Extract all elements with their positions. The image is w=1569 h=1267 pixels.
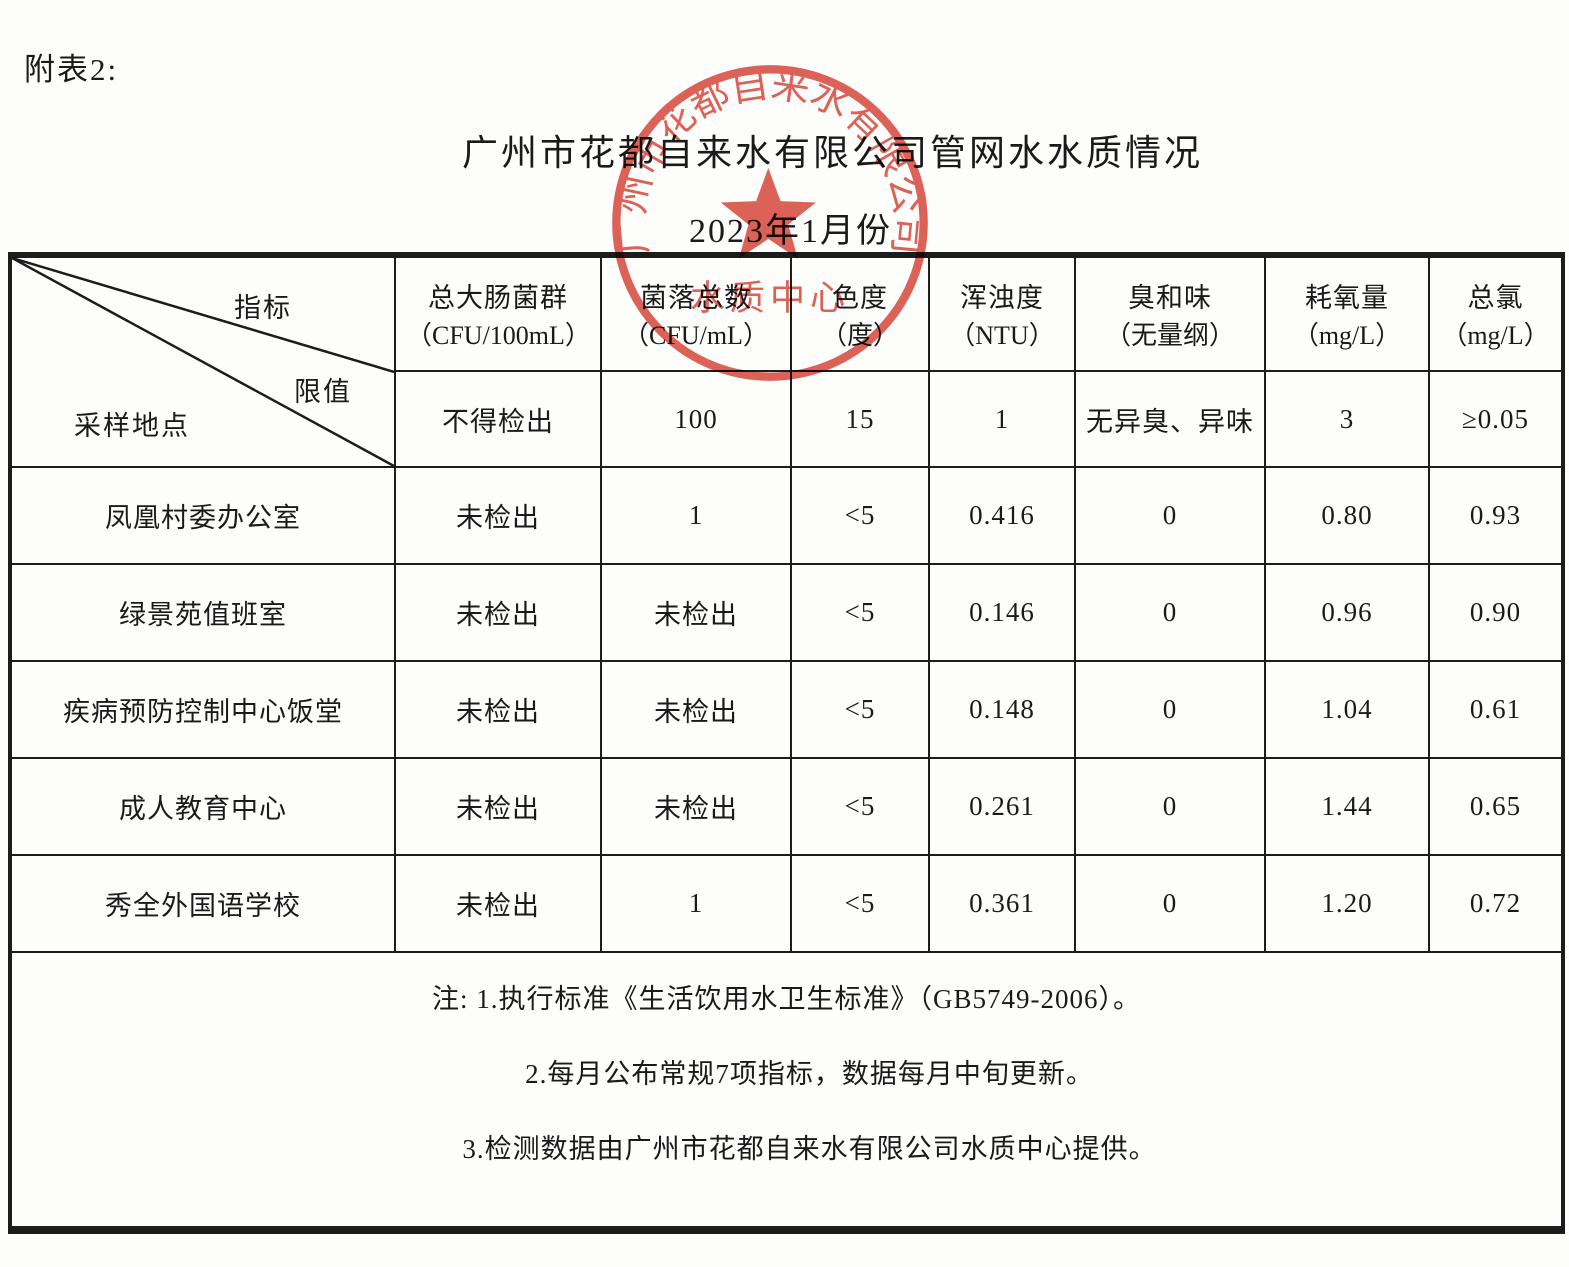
cell-value: 0 [1074, 854, 1266, 953]
water-quality-table: 指标 限值 采样地点 总大肠菌群 （CFU/100mL） 菌落总数 （CFU/m… [8, 252, 1565, 1234]
cell-value: 1.20 [1264, 854, 1430, 953]
cell-value: <5 [790, 660, 930, 759]
attachment-label: 附表2: [24, 52, 119, 87]
cell-value: 0.93 [1428, 466, 1564, 565]
corner-label-location: 采样地点 [74, 411, 190, 441]
sampling-location: 凤凰村委办公室 [9, 466, 396, 565]
cell-value: 1.44 [1264, 757, 1430, 856]
note-line-1: 注: 1.执行标准《生活饮用水卫生标准》（GB5749-2006）。 [432, 984, 1141, 1014]
table-row: 凤凰村委办公室 未检出 1 <5 0.416 0 0.80 0.93 [9, 466, 1564, 565]
cell-value: 0.61 [1428, 660, 1564, 759]
cell-value: 未检出 [600, 563, 792, 662]
table-row: 秀全外国语学校 未检出 1 <5 0.361 0 1.20 0.72 [9, 854, 1564, 953]
column-header-total-chlorine: 总氯 （mg/L） [1428, 254, 1564, 372]
cell-value: 1.04 [1264, 660, 1430, 759]
cell-value: 未检出 [394, 563, 602, 662]
cell-value: 未检出 [394, 757, 602, 856]
limit-total-coliform: 不得检出 [394, 370, 602, 468]
sampling-location: 绿景苑值班室 [9, 563, 396, 662]
cell-value: 0.146 [928, 563, 1076, 662]
cell-value: 未检出 [600, 660, 792, 759]
limit-total-chlorine: ≥0.05 [1428, 370, 1564, 468]
cell-value: 0.96 [1264, 563, 1430, 662]
cell-value: 0 [1074, 660, 1266, 759]
cell-value: <5 [790, 466, 930, 565]
corner-header-cell: 指标 限值 采样地点 [9, 254, 396, 468]
cell-value: 0 [1074, 757, 1266, 856]
table-header-row: 指标 限值 采样地点 总大肠菌群 （CFU/100mL） 菌落总数 （CFU/m… [9, 254, 1564, 468]
cell-value: 0 [1074, 466, 1266, 565]
cell-value: <5 [790, 854, 930, 953]
diagonal-divider-lines [12, 258, 394, 466]
cell-value: 0.80 [1264, 466, 1430, 565]
cell-value: 未检出 [600, 757, 792, 856]
page-title: 广州市花都自来水有限公司管网水水质情况 [461, 133, 1203, 173]
column-header-colony-count: 菌落总数 （CFU/mL） [600, 254, 792, 372]
cell-value: 1 [600, 466, 792, 565]
sampling-location: 疾病预防控制中心饭堂 [9, 660, 396, 759]
column-header-chromaticity: 色度 （度） [790, 254, 930, 372]
cell-value: 0.90 [1428, 563, 1564, 662]
cell-value: 0.148 [928, 660, 1076, 759]
page-subtitle: 2023年1月份 [689, 213, 892, 250]
table-row: 成人教育中心 未检出 未检出 <5 0.261 0 1.44 0.65 [9, 757, 1564, 856]
column-header-turbidity: 浑浊度 （NTU） [928, 254, 1076, 372]
corner-label-limit: 限值 [294, 377, 352, 407]
column-header-total-coliform: 总大肠菌群 （CFU/100mL） [394, 254, 602, 372]
limit-chromaticity: 15 [790, 370, 930, 468]
cell-value: 0 [1074, 563, 1266, 662]
cell-value: <5 [790, 757, 930, 856]
cell-value: 0.361 [928, 854, 1076, 953]
note-line-3: 3.检测数据由广州市花都自来水有限公司水质中心提供。 [462, 1134, 1157, 1164]
notes-row: 注: 1.执行标准《生活饮用水卫生标准》（GB5749-2006）。 2.每月公… [9, 951, 1564, 1231]
limits-row: 不得检出 100 15 1 无异臭、异味 3 ≥0.05 [10, 370, 1564, 468]
limit-oxygen-consumption: 3 [1264, 370, 1430, 468]
cell-value: 0.65 [1428, 757, 1564, 856]
corner-label-indicator: 指标 [234, 293, 292, 323]
sampling-location: 成人教育中心 [9, 757, 396, 856]
cell-value: <5 [790, 563, 930, 662]
cell-value: 未检出 [394, 660, 602, 759]
cell-value: 1 [600, 854, 792, 953]
column-header-odor: 臭和味 （无量纲） [1074, 254, 1266, 372]
table-row: 疾病预防控制中心饭堂 未检出 未检出 <5 0.148 0 1.04 0.61 [9, 660, 1564, 759]
note-line-2: 2.每月公布常规7项指标，数据每月中旬更新。 [525, 1059, 1094, 1089]
limit-colony-count: 100 [600, 370, 792, 468]
limit-turbidity: 1 [928, 370, 1076, 468]
cell-value: 未检出 [394, 466, 602, 565]
cell-value: 0.261 [928, 757, 1076, 856]
cell-value: 0.416 [928, 466, 1076, 565]
limit-odor: 无异臭、异味 [1074, 370, 1266, 468]
table-row: 绿景苑值班室 未检出 未检出 <5 0.146 0 0.96 0.90 [9, 563, 1564, 662]
sampling-location: 秀全外国语学校 [9, 854, 396, 953]
column-header-oxygen-consumption: 耗氧量 （mg/L） [1264, 254, 1430, 372]
cell-value: 0.72 [1428, 854, 1564, 953]
notes-cell: 注: 1.执行标准《生活饮用水卫生标准》（GB5749-2006）。 2.每月公… [9, 951, 1564, 1231]
cell-value: 未检出 [394, 854, 602, 953]
